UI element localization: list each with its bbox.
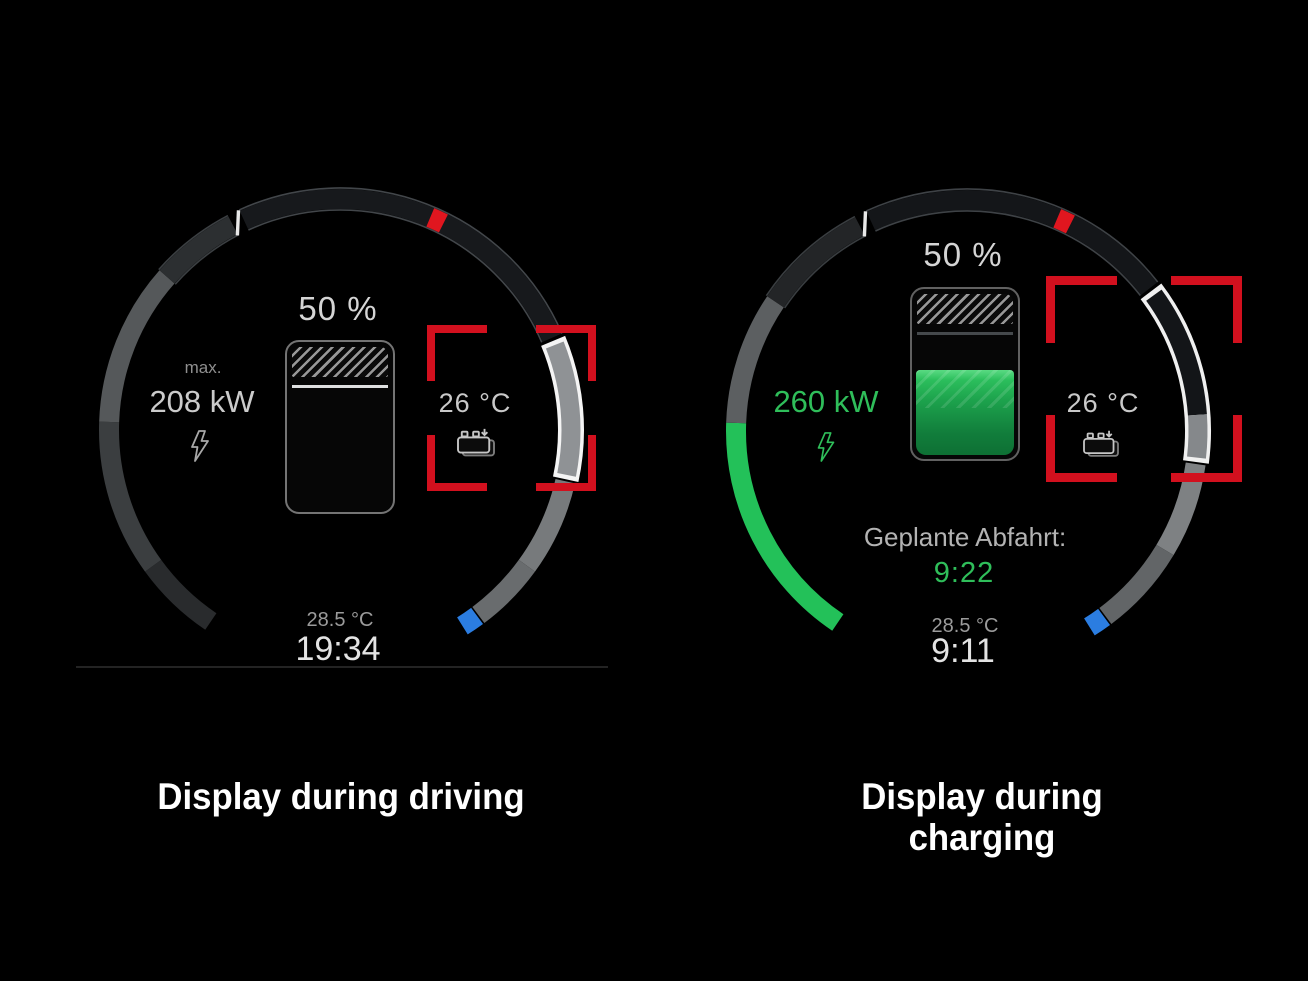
charge-target-line xyxy=(917,332,1013,335)
lightning-bolt-icon xyxy=(817,432,835,462)
cluster-bottom-edge xyxy=(76,666,608,668)
outside-temperature: 28.5 °C xyxy=(306,609,374,631)
bracket-corner xyxy=(1171,276,1242,343)
lightning-bolt-icon xyxy=(191,430,209,462)
battery-reserve-hatch xyxy=(292,347,388,377)
bracket-corner xyxy=(536,435,596,491)
state-of-charge-value: 50 % xyxy=(923,236,1003,273)
max-power-label: max. xyxy=(184,358,222,377)
car-battery-icon xyxy=(457,428,495,457)
bracket-corner xyxy=(427,325,487,381)
charge-target-line xyxy=(292,385,388,388)
battery-level-indicator xyxy=(910,287,1020,461)
caption-driving: Display during driving xyxy=(157,776,525,817)
battery-fill xyxy=(291,423,389,508)
caption-charging: Display during charging xyxy=(861,776,1103,859)
bracket-corner xyxy=(1171,415,1242,482)
planned-departure-label: Geplante Abfahrt: xyxy=(863,522,1067,552)
car-battery-icon xyxy=(1083,430,1119,457)
driving-gauge-ring xyxy=(99,187,584,635)
battery-level-indicator xyxy=(285,340,395,514)
bracket-corner xyxy=(427,435,487,491)
battery-temperature-value: 26 °C xyxy=(438,388,512,418)
outside-temperature: 28.5 °C xyxy=(931,615,999,637)
battery-reserve-hatch xyxy=(917,294,1013,324)
planned-departure-time: 9:22 xyxy=(933,557,995,589)
driving-cluster-panel: 50 % max. 208 kW 26 °C 28.5 °C 19:34 xyxy=(0,0,654,760)
bracket-corner xyxy=(1046,415,1117,482)
charging-power-value: 260 kW xyxy=(773,384,879,419)
bracket-corner xyxy=(536,325,596,381)
battery-temperature-value: 26 °C xyxy=(1066,388,1140,418)
charging-gauge-ring xyxy=(726,188,1211,636)
state-of-charge-value: 50 % xyxy=(298,290,378,327)
charging-cluster-panel: 50 % 260 kW 26 °C Geplante Abfahrt: 9:22… xyxy=(654,0,1308,760)
highlight-bracket xyxy=(427,325,596,491)
battery-fill xyxy=(916,370,1014,455)
clock-time: 19:34 xyxy=(295,630,381,668)
clock-time: 9:11 xyxy=(931,632,995,670)
power-value: 208 kW xyxy=(149,384,255,419)
bracket-corner xyxy=(1046,276,1117,343)
highlight-bracket xyxy=(1046,276,1242,482)
